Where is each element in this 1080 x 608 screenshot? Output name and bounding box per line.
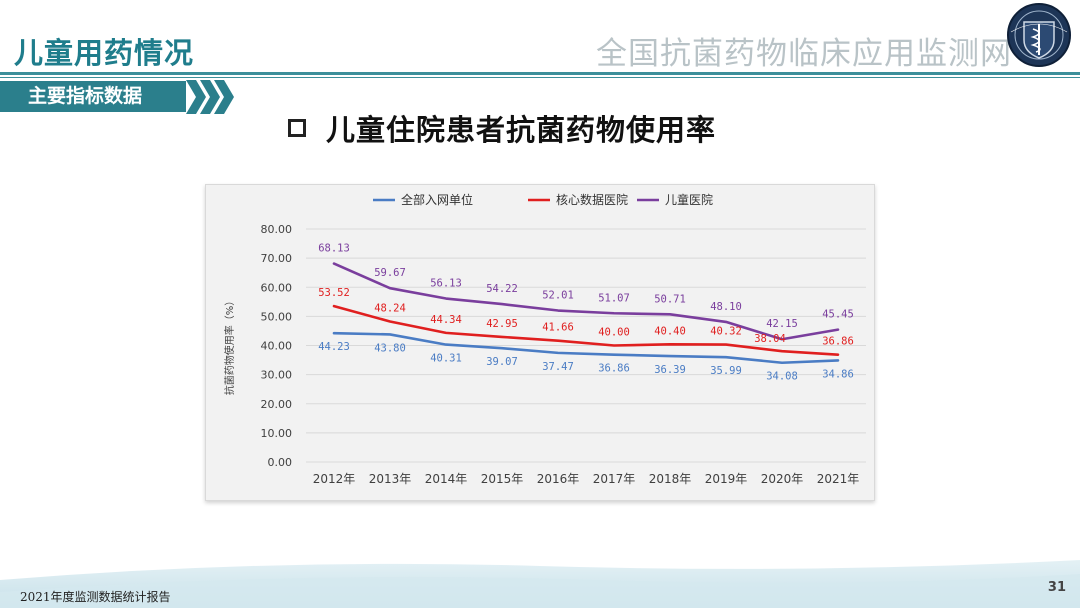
section-tag: 主要指标数据 bbox=[0, 81, 186, 112]
data-label: 34.86 bbox=[822, 368, 854, 380]
line-chart: 0.00 10.00 20.00 30.00 40.00 50.00 60.00 70.00 8… bbox=[223, 192, 866, 486]
y-tick-label: 80.00 bbox=[261, 223, 293, 236]
data-label: 40.00 bbox=[598, 327, 630, 339]
x-tick-label: 2016年 bbox=[537, 472, 580, 486]
x-tick-label: 2015年 bbox=[481, 472, 524, 486]
x-tick-label: 2013年 bbox=[369, 472, 412, 486]
page-number: 31 bbox=[1047, 580, 1066, 595]
data-label: 53.52 bbox=[318, 287, 350, 299]
chevron-right-icon bbox=[186, 80, 234, 114]
legend-label-1: 全部入网单位 bbox=[401, 192, 473, 207]
data-label: 36.86 bbox=[822, 336, 854, 348]
data-label: 42.15 bbox=[766, 318, 798, 330]
legend-label-3: 儿童医院 bbox=[665, 192, 713, 207]
data-label: 38.04 bbox=[754, 333, 786, 345]
data-label: 48.24 bbox=[374, 303, 406, 315]
data-label: 68.13 bbox=[318, 243, 350, 255]
data-label: 59.67 bbox=[374, 267, 406, 279]
data-label: 56.13 bbox=[430, 278, 462, 290]
y-tick-label: 40.00 bbox=[261, 340, 293, 353]
y-tick-label: 20.00 bbox=[261, 398, 293, 411]
data-label: 40.31 bbox=[430, 353, 462, 365]
x-tick-label: 2021年 bbox=[817, 472, 860, 486]
data-label: 34.08 bbox=[766, 371, 798, 383]
data-label: 52.01 bbox=[542, 290, 574, 302]
legend-label-2: 核心数据医院 bbox=[556, 192, 628, 207]
footer-wave bbox=[0, 560, 1080, 608]
slide-heading: 儿童住院患者抗菌药物使用率 bbox=[288, 108, 716, 148]
report-footer: 2021年度监测数据统计报告 bbox=[20, 590, 171, 604]
x-tick-label: 2017年 bbox=[593, 472, 636, 486]
y-axis-label: 抗菌药物使用率（%） bbox=[223, 296, 236, 396]
slide-heading-text: 儿童住院患者抗菌药物使用率 bbox=[326, 113, 717, 147]
series-line-1 bbox=[332, 331, 840, 365]
y-tick-label: 70.00 bbox=[261, 252, 293, 265]
y-tick-label: 60.00 bbox=[261, 281, 293, 294]
section-title: 儿童用药情况 bbox=[14, 36, 195, 70]
x-tick-label: 2019年 bbox=[705, 472, 748, 486]
data-label: 54.22 bbox=[486, 283, 518, 295]
data-label: 48.10 bbox=[710, 301, 742, 313]
checkbox-bullet-icon bbox=[288, 119, 306, 137]
data-label: 45.45 bbox=[822, 309, 854, 321]
data-label: 44.34 bbox=[430, 314, 462, 326]
data-label: 51.07 bbox=[598, 292, 630, 304]
y-tick-label: 30.00 bbox=[261, 369, 293, 382]
data-label: 44.23 bbox=[318, 341, 350, 353]
data-label: 35.99 bbox=[710, 365, 742, 377]
organization-title: 全国抗菌药物临床应用监测网 bbox=[596, 36, 1012, 72]
y-tick-label: 0.00 bbox=[268, 456, 293, 469]
x-tick-label: 2018年 bbox=[649, 472, 692, 486]
x-tick-label: 2014年 bbox=[425, 472, 468, 486]
x-tick-label: 2012年 bbox=[313, 472, 356, 486]
chart-panel: 0.00 10.00 20.00 30.00 40.00 50.00 60.00 70.00 8… bbox=[205, 184, 875, 501]
data-label: 40.32 bbox=[710, 326, 742, 338]
network-logo-icon bbox=[1007, 3, 1071, 67]
x-tick-label: 2020年 bbox=[761, 472, 804, 486]
data-label: 40.40 bbox=[654, 325, 686, 337]
data-label: 43.80 bbox=[374, 342, 406, 354]
header-divider bbox=[0, 72, 1080, 75]
data-label: 39.07 bbox=[486, 356, 518, 368]
header-divider-thin bbox=[0, 77, 1080, 78]
data-label: 50.71 bbox=[654, 293, 686, 305]
data-label: 42.95 bbox=[486, 318, 518, 330]
y-tick-label: 50.00 bbox=[261, 310, 293, 323]
data-label: 41.66 bbox=[542, 322, 574, 334]
data-label: 36.39 bbox=[654, 364, 686, 376]
data-label: 36.86 bbox=[598, 363, 630, 375]
y-tick-label: 10.00 bbox=[261, 427, 293, 440]
series-line-2 bbox=[332, 304, 840, 356]
series-line-3 bbox=[332, 262, 840, 341]
data-label: 37.47 bbox=[542, 361, 574, 373]
